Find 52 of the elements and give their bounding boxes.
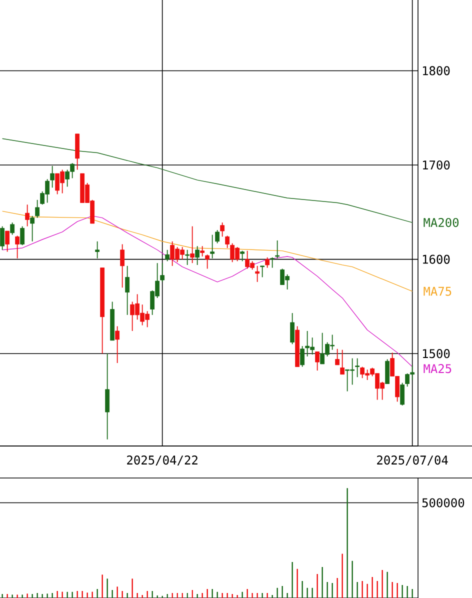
candlestick: [385, 358, 390, 384]
candlestick: [210, 234, 215, 259]
y-tick-label: 1800: [422, 66, 450, 76]
candlestick: [225, 235, 230, 248]
candlestick: [20, 226, 25, 246]
candlestick: [215, 230, 220, 244]
line-series: [2, 216, 413, 368]
candlestick: [50, 166, 55, 188]
candlestick: [115, 326, 120, 364]
candlestick: [200, 246, 205, 257]
candlestick: [195, 246, 200, 266]
candlestick: [25, 204, 30, 227]
candlestick: [160, 262, 165, 282]
candlestick: [185, 249, 190, 266]
candlestick: [125, 265, 130, 316]
series-label: MA75: [424, 286, 452, 296]
candlestick: [5, 230, 10, 252]
candlestick: [275, 240, 280, 259]
candlestick: [240, 250, 245, 262]
line-series: [2, 210, 413, 292]
candlestick: [30, 215, 35, 242]
candlestick: [35, 199, 40, 218]
y-tick-label: 1500: [422, 349, 450, 358]
candlestick: [315, 351, 320, 372]
line-series: [2, 138, 413, 223]
candlestick: [270, 256, 275, 268]
candlestick: [0, 226, 5, 250]
x-tick-label: 2025/07/04: [377, 456, 448, 466]
candlestick: [300, 346, 305, 368]
candlestick: [190, 226, 195, 264]
candlestick: [335, 348, 340, 366]
candlestick: [15, 235, 20, 259]
series-label: MA25: [424, 364, 452, 374]
candlestick: [10, 222, 15, 236]
y-tick-label: 500000: [422, 498, 464, 508]
candlestick: [340, 349, 345, 375]
y-tick-label: 1600: [422, 254, 450, 264]
candlestick: [120, 244, 125, 288]
candlestick: [165, 249, 170, 262]
candlestick: [220, 222, 225, 238]
candlestick: [105, 353, 110, 440]
candlestick: [205, 254, 210, 270]
candlestick: [260, 265, 265, 278]
x-tick-label: 2025/04/22: [127, 456, 198, 466]
series-label: MA200: [424, 218, 459, 228]
candlestick: [290, 312, 295, 345]
candlestick: [255, 265, 260, 282]
candlestick: [400, 382, 405, 406]
candlestick: [95, 240, 100, 259]
candlestick: [265, 256, 270, 268]
candlestick: [355, 358, 360, 378]
y-tick-label: 1700: [422, 160, 450, 170]
